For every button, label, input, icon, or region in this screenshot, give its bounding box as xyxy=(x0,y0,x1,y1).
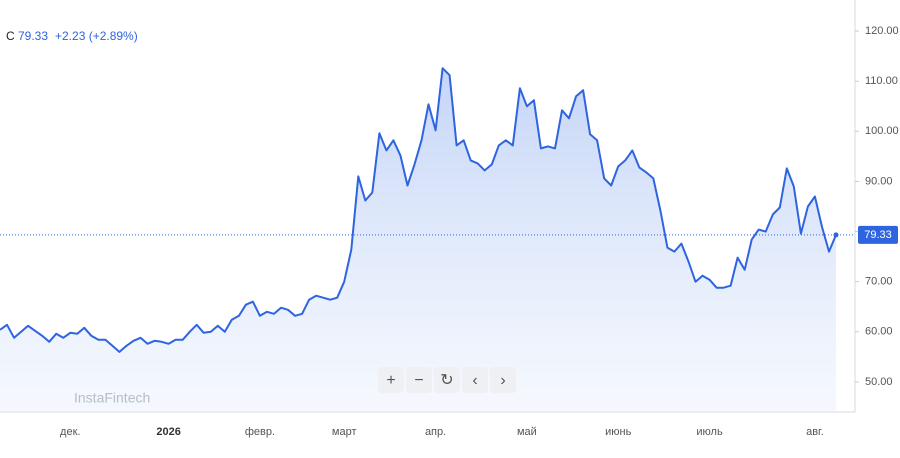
price-tag xyxy=(858,225,898,244)
y-tick-label: 90.00 xyxy=(865,175,893,187)
y-tick-label: 70.00 xyxy=(865,276,893,288)
x-tick-label: 2026 xyxy=(156,426,180,438)
x-tick-label: май xyxy=(517,426,537,438)
y-tick-label: 60.00 xyxy=(865,326,893,338)
x-tick-label: июль xyxy=(696,426,723,438)
x-tick-label: июнь xyxy=(605,426,631,438)
price-change: +2.23 (+2.89%) xyxy=(55,29,138,43)
y-tick-label: 120.00 xyxy=(865,25,899,37)
zoom-in-button[interactable]: + xyxy=(378,367,404,393)
svg-text:↻: ↻ xyxy=(440,372,453,389)
svg-text:›: › xyxy=(500,372,505,389)
y-tick-label: 100.00 xyxy=(865,125,899,137)
watermark: InstaFintech xyxy=(74,390,150,406)
y-tick-label: 110.00 xyxy=(865,75,898,87)
toolbar: + − ↻ ‹ › xyxy=(378,367,516,393)
scroll-right-button[interactable]: › xyxy=(490,367,516,393)
x-tick-label: февр. xyxy=(245,426,275,438)
x-tick-label: март xyxy=(332,426,357,438)
reset-button[interactable]: ↻ xyxy=(434,367,460,393)
zoom-out-button[interactable]: − xyxy=(406,367,432,393)
y-tick-label: 50.00 xyxy=(865,376,893,388)
scroll-left-button[interactable]: ‹ xyxy=(462,367,488,393)
price-line xyxy=(0,67,837,353)
x-tick-label: дек. xyxy=(60,426,80,438)
price-tag-label: 79.33 xyxy=(864,229,892,241)
svg-text:−: − xyxy=(414,372,423,389)
svg-text:‹: ‹ xyxy=(472,372,477,389)
last-point xyxy=(833,232,839,238)
x-tick-label: авг. xyxy=(806,426,824,438)
x-tick-label: апр. xyxy=(425,426,446,438)
last-price: 79.33 xyxy=(18,29,48,43)
symbol: C xyxy=(6,29,15,43)
svg-text:+: + xyxy=(386,372,395,389)
plot-area: 50.0060.0070.0080.0090.00100.00110.00120… xyxy=(0,0,899,438)
area-fill xyxy=(0,68,836,412)
